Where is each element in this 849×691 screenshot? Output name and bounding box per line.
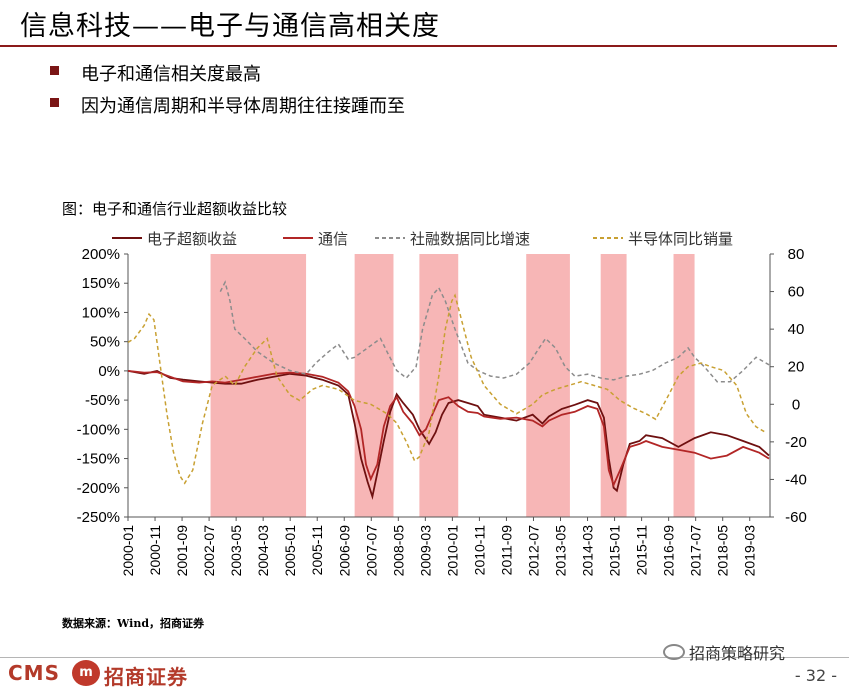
right-tick-label: -20	[785, 434, 807, 451]
electronics-excess-line	[127, 369, 770, 500]
left-tick-label: -150%	[77, 451, 120, 468]
x-tick-label: 2015-11	[634, 525, 650, 576]
tsf-growth-line	[219, 280, 770, 383]
x-tick-label: 2010-11	[471, 525, 487, 576]
left-tick-label: 50%	[90, 334, 120, 351]
right-tick-label: 0	[792, 396, 800, 413]
left-tick-label: -100%	[77, 421, 120, 438]
shaded-period	[210, 254, 307, 517]
x-tick-label: 2009-03	[417, 525, 433, 577]
shaded-period	[354, 254, 394, 517]
x-tick-label: 2003-05	[228, 525, 244, 577]
x-tick-label: 2015-01	[607, 525, 623, 577]
excess-return-chart: 200% 150% 100% 50% 0% -50% -100% -150% -200% -250…	[77, 230, 807, 577]
x-tick-label: 2005-11	[309, 525, 325, 576]
legend-label: 社融数据同比增速	[410, 230, 530, 248]
right-tick-label: -40	[785, 471, 807, 488]
x-tick-label: 2000-11	[147, 525, 163, 576]
left-tick-label: -50%	[85, 392, 120, 409]
x-tick-label: 2018-05	[715, 525, 731, 577]
shaded-period	[419, 254, 459, 517]
right-tick-label: 80	[788, 246, 805, 263]
left-tick-label: 150%	[82, 275, 120, 292]
bullet-text: 电子和通信相关度最高	[81, 64, 261, 85]
page-number: - 32 -	[794, 666, 837, 685]
x-tick-label: 2013-05	[553, 525, 569, 577]
x-tick-label: 2010-01	[444, 525, 460, 577]
left-tick-label: -200%	[77, 480, 120, 497]
x-tick-label: 2002-07	[201, 525, 217, 577]
figure-caption: 图：电子和通信行业超额收益比较	[62, 200, 288, 218]
x-tick-label: 2004-03	[255, 525, 271, 577]
x-tick-label: 2012-07	[525, 525, 541, 577]
wechat-account-name: 招商策略研究	[689, 644, 786, 663]
legend-label: 半导体同比销量	[628, 230, 733, 248]
x-tick-label: 2016-09	[661, 525, 677, 577]
x-tick-label: 2008-05	[390, 525, 406, 577]
bullet-square-icon	[50, 66, 59, 75]
title-divider	[0, 45, 837, 47]
shaded-period	[600, 254, 627, 517]
telecom-excess-line	[127, 370, 770, 488]
x-tick-label: 2005-01	[282, 525, 298, 577]
company-logo-text: CMS	[8, 661, 60, 685]
x-tick-label: 2007-07	[363, 525, 379, 577]
left-tick-label: 100%	[82, 304, 120, 321]
x-tick-label: 2011-09	[498, 525, 514, 576]
x-tick-label: 2000-01	[120, 525, 136, 577]
bullet-square-icon	[50, 98, 59, 107]
company-logo-icon: m	[72, 660, 100, 686]
x-tick-label: 2001-09	[174, 525, 190, 577]
wechat-account: 招商策略研究	[663, 640, 785, 664]
shaded-period	[526, 254, 570, 517]
semiconductor-sales-line	[127, 293, 767, 485]
left-tick-label: -250%	[77, 509, 120, 526]
shaded-period	[673, 254, 695, 517]
footer-divider	[0, 657, 849, 658]
x-tick-label: 2019-03	[742, 525, 758, 577]
wechat-icon	[663, 644, 685, 660]
bullet-text: 因为通信周期和半导体周期往往接踵而至	[81, 96, 405, 117]
data-source: 数据来源：Wind，招商证券	[62, 617, 205, 630]
right-tick-label: 60	[788, 284, 805, 301]
left-tick-label: 0%	[98, 363, 120, 380]
right-tick-label: 40	[788, 321, 805, 338]
x-tick-label: 2006-09	[336, 525, 352, 577]
slide-title: 信息科技——电子与通信高相关度	[20, 11, 440, 42]
x-tick-label: 2017-07	[688, 525, 704, 577]
legend-label: 电子超额收益	[147, 230, 237, 248]
legend-label: 通信	[318, 230, 348, 248]
right-tick-label: 20	[788, 359, 805, 376]
right-tick-label: -60	[785, 509, 807, 526]
company-name: 招商证券	[104, 665, 188, 689]
left-tick-label: 200%	[82, 246, 120, 263]
x-tick-label: 2014-03	[580, 525, 596, 577]
